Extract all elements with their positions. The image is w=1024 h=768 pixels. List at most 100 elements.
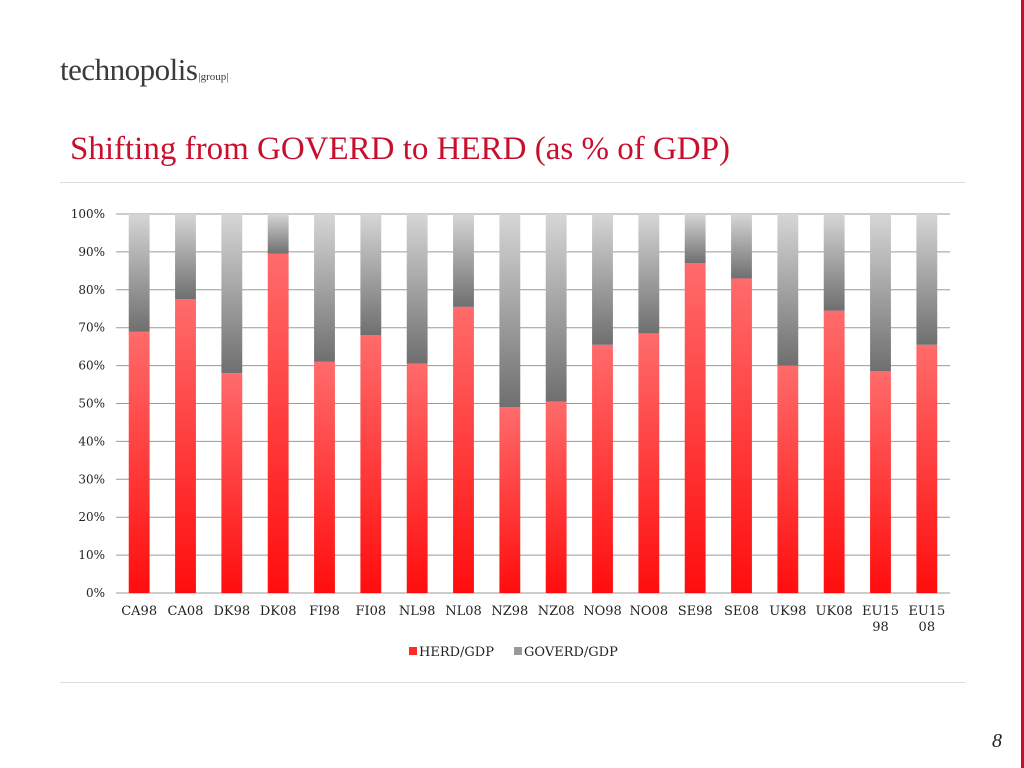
x-tick-label-line: UK08 [816,604,853,619]
bar-goverd [406,214,428,364]
x-tick-label-line: NZ08 [538,604,575,619]
x-tick-label: NL08 [445,604,482,619]
bar-goverd [314,214,335,362]
x-tick-label-line: NL08 [445,604,482,619]
x-tick-label: NL98 [399,604,436,619]
x-tick-label-line: DK08 [260,604,297,619]
bar-goverd [638,214,660,334]
bar-goverd [128,214,150,332]
logo-group-label: |group| [198,71,229,83]
bar-herd [592,344,613,593]
x-tick-label-line: EU15 [908,604,945,619]
bar-herd [823,310,845,593]
x-tick-label: DK98 [213,604,250,619]
bar-goverd [823,214,845,311]
x-tick-label: UK98 [769,604,806,619]
x-tick-label-line: NO08 [630,604,669,619]
x-tick-label: DK08 [260,604,297,619]
bar-herd [128,331,150,593]
page-number: 8 [992,730,1002,752]
bar-goverd [267,214,289,254]
x-tick-label-line: NL98 [399,604,436,619]
bar-herd [499,407,521,593]
legend-label: HERD/GDP [419,645,494,660]
y-tick-label: 80% [78,283,105,297]
legend-swatch [409,647,417,655]
x-tick-label-line: UK98 [769,604,806,619]
bar-herd [314,361,335,593]
y-tick-label: 60% [78,359,105,373]
top-divider [60,182,965,183]
bar-goverd [870,214,891,372]
chart-legend: HERD/GDP GOVERD/GDP [409,645,618,660]
bar-goverd [545,214,567,402]
x-tick-label: NO98 [583,604,622,619]
bar-goverd [453,214,474,307]
bar-herd [545,401,567,593]
bar-herd [453,306,474,593]
y-tick-label: 10% [78,548,105,562]
x-tick-label-line: DK98 [213,604,250,619]
bar-herd [638,333,660,593]
x-tick-label-line: CA08 [168,604,204,619]
bar-goverd [684,214,706,264]
x-tick-label: FI08 [355,604,386,619]
x-tick-label-line: FI08 [355,604,386,619]
y-tick-label: 100% [71,207,105,221]
gridlines [116,213,950,594]
x-tick-label: EU15 98 [862,604,899,635]
x-tick-label-line: NO98 [583,604,622,619]
bar-goverd [499,214,521,408]
bar-goverd [731,214,752,279]
x-tick-label-line: 08 [919,620,936,635]
y-tick-label: 40% [78,434,105,448]
y-tick-label: 0% [86,586,105,600]
y-tick-label: 70% [78,321,105,335]
x-tick-label-line: NZ98 [491,604,528,619]
bar-herd [731,278,752,593]
y-tick-label: 50% [78,397,105,411]
legend-swatch [514,647,522,655]
x-tick-label-line: 98 [872,620,889,635]
y-tick-label: 20% [78,510,105,524]
x-tick-label-line: SE08 [724,604,759,619]
x-tick-label: NO08 [630,604,669,619]
bar-goverd [360,214,382,336]
bar-herd [870,371,891,593]
logo-wordmark: technopolis [60,52,198,87]
bottom-divider [60,682,965,683]
bar-herd [267,253,289,594]
bar-goverd [777,214,799,366]
x-tick-label: NZ98 [491,604,528,619]
x-tick-label-line: FI98 [309,604,340,619]
x-tick-label: SE98 [678,604,713,619]
company-logo: technopolis|group| [60,52,229,88]
y-tick-label: 30% [78,472,105,486]
bars [128,214,938,594]
bar-herd [406,363,428,593]
x-tick-label-line: SE98 [678,604,713,619]
bar-herd [221,373,243,593]
bar-goverd [916,214,938,345]
bar-herd [360,335,382,593]
x-tick-label: CA08 [168,604,204,619]
bar-goverd [175,214,196,300]
legend-label: GOVERD/GDP [524,645,618,660]
bar-goverd [221,214,243,374]
x-tick-label: NZ08 [538,604,575,619]
bar-herd [777,365,799,593]
slide-title: Shifting from GOVERD to HERD (as % of GD… [70,131,730,167]
x-tick-label: UK08 [816,604,853,619]
x-tick-label-line: EU15 [862,604,899,619]
accent-bar [1021,0,1024,768]
x-tick-label: FI98 [309,604,340,619]
x-tick-label: SE08 [724,604,759,619]
y-axis-ticks: 0% 10% 20% 30% 40% 50% 60% 70% 80% 90% 100% [71,207,105,600]
x-axis-labels: CA98 CA08 DK98 DK08 FI98 FI08 NL98 NL08 NZ98 NZ08… [121,604,945,635]
x-tick-label: CA98 [121,604,157,619]
bar-herd [684,263,706,593]
bar-goverd [592,214,613,345]
x-tick-label: EU15 08 [908,604,945,635]
bar-herd [175,299,196,593]
